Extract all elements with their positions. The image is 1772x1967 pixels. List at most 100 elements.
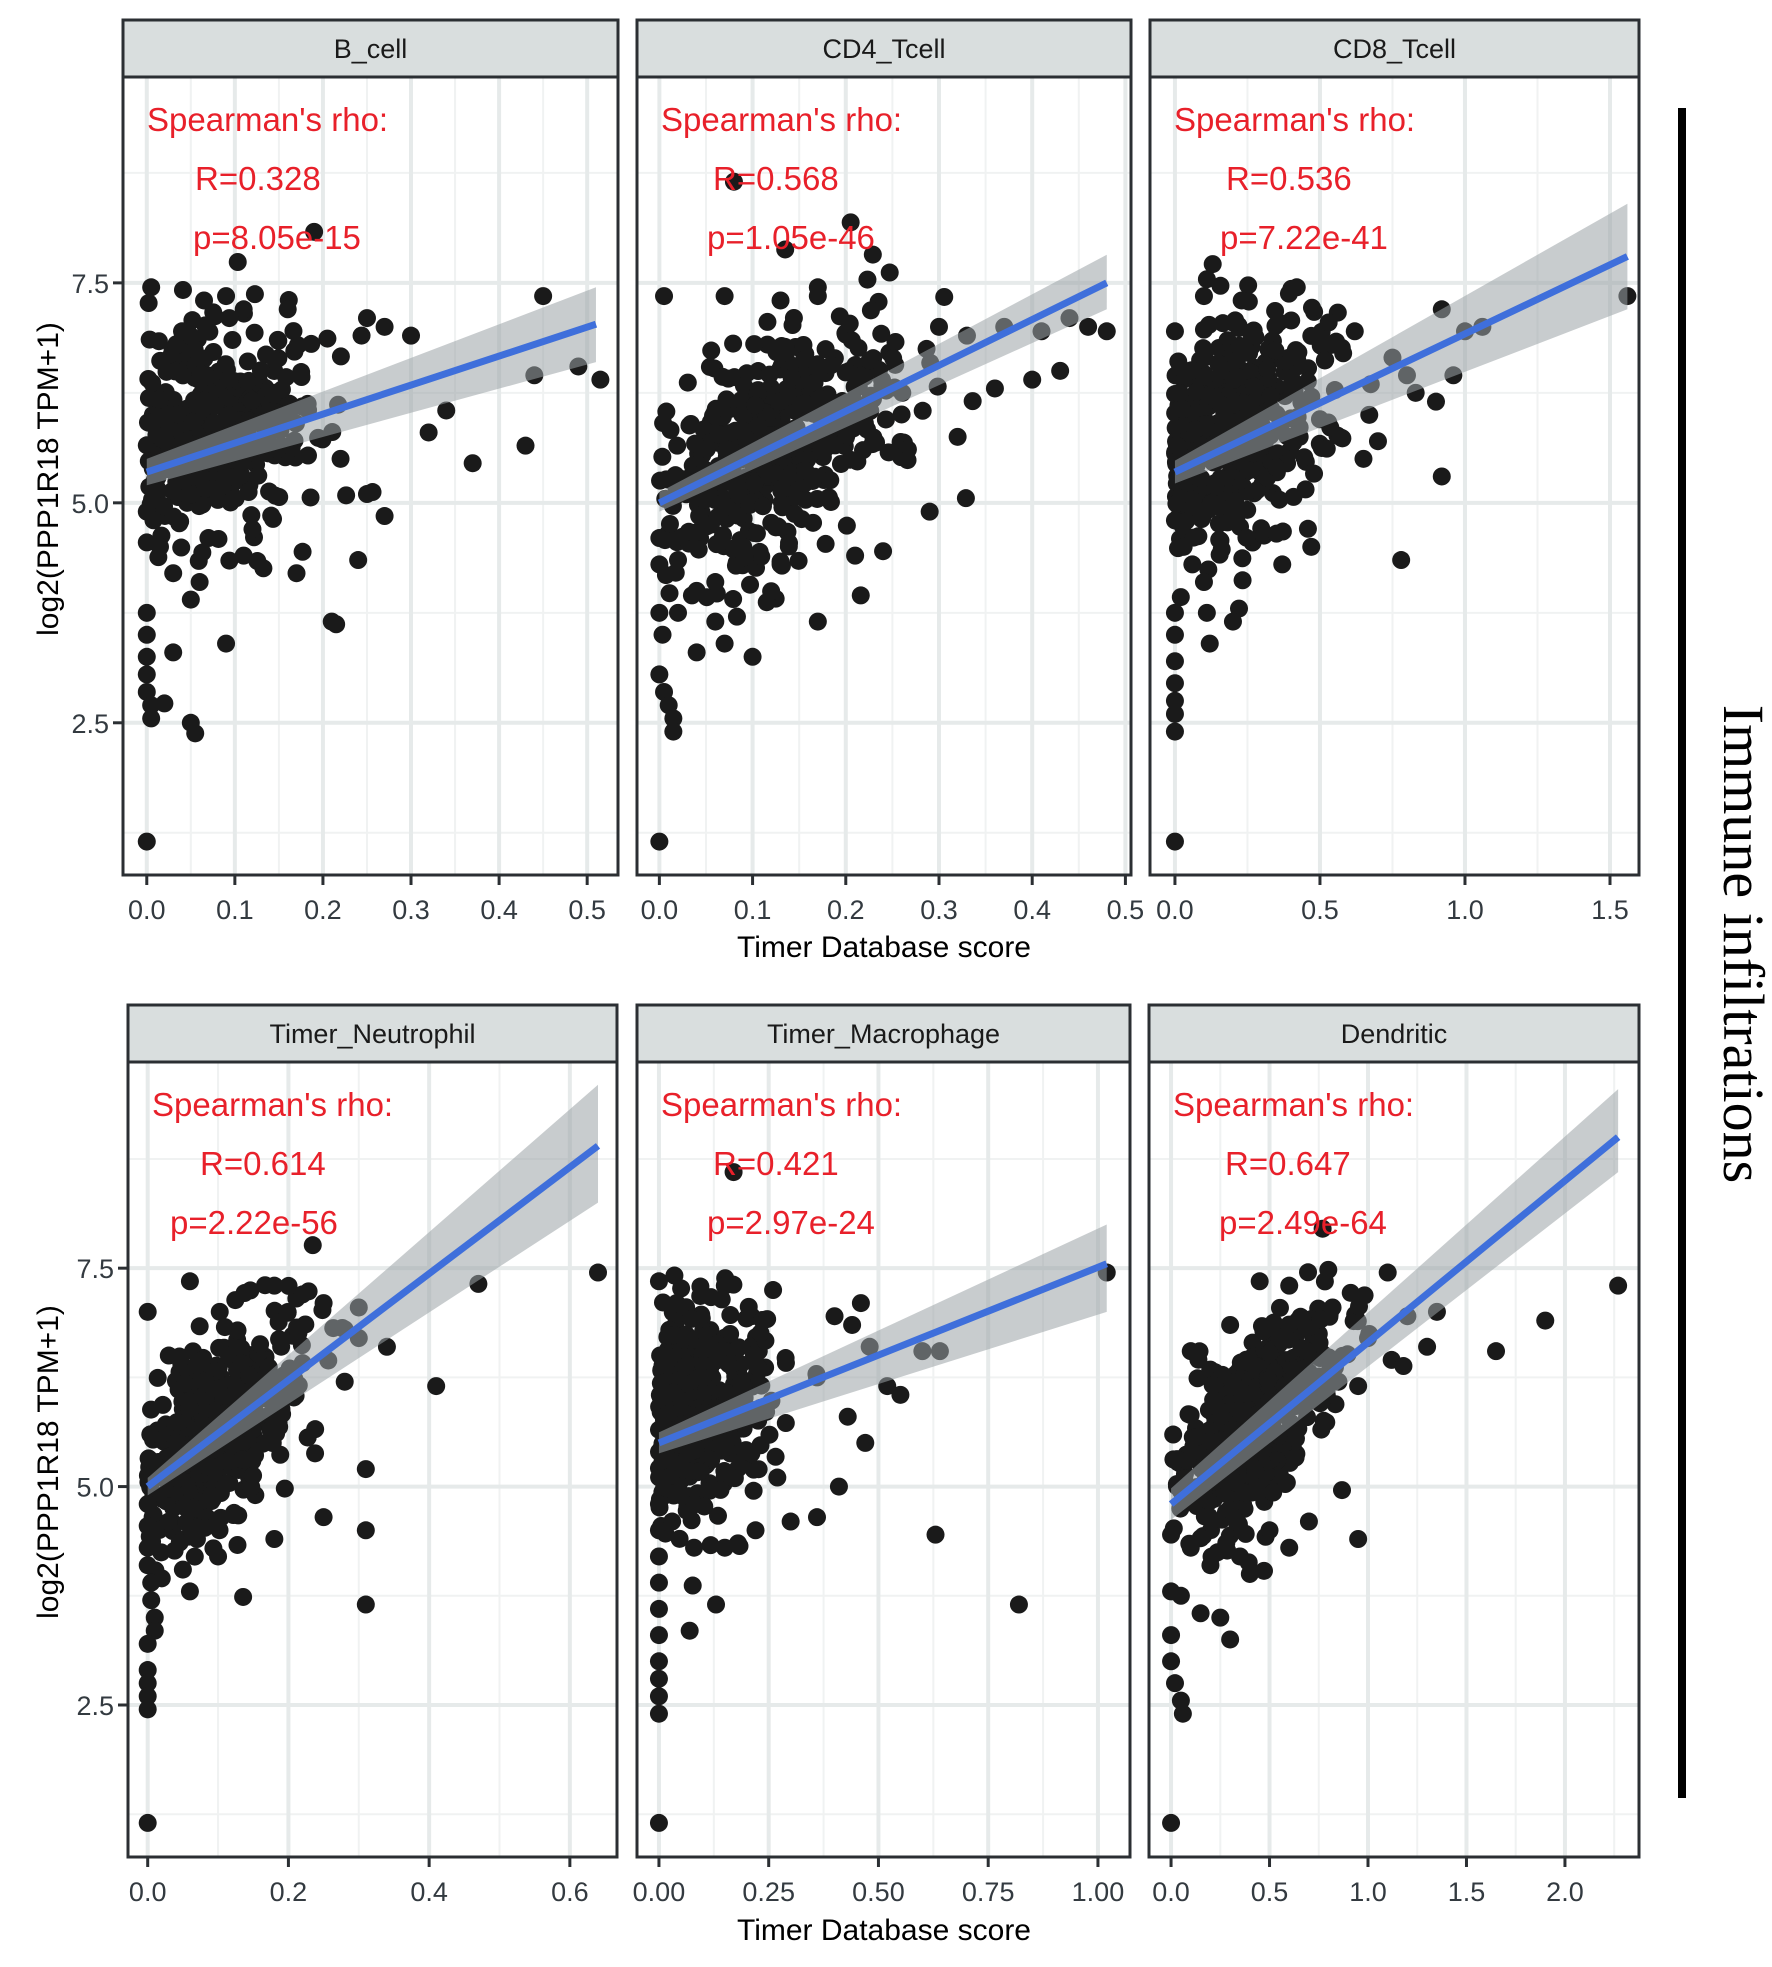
data-point — [234, 1587, 253, 1606]
data-point — [715, 1276, 734, 1295]
data-point — [155, 694, 174, 713]
data-point — [206, 396, 225, 415]
data-point — [716, 1438, 735, 1457]
x-tick-label: 0.4 — [410, 1877, 448, 1907]
data-point — [1227, 351, 1246, 370]
data-point — [810, 389, 829, 408]
data-point — [760, 1425, 779, 1444]
facet-strip-label: Dendritic — [1341, 1019, 1448, 1049]
data-point — [1487, 1342, 1506, 1361]
data-point — [1183, 490, 1202, 509]
data-point — [649, 1813, 668, 1832]
data-point — [808, 287, 827, 306]
facet-strip — [1148, 18, 1641, 79]
data-point — [170, 1533, 189, 1552]
data-point — [217, 1474, 236, 1493]
data-point — [228, 1321, 247, 1340]
data-point — [668, 436, 687, 455]
annotation-p-value: p=7.22e-41 — [1220, 219, 1388, 256]
data-point — [245, 323, 264, 342]
data-point — [706, 612, 725, 631]
data-point — [742, 1444, 761, 1463]
data-point — [298, 1428, 317, 1447]
data-point — [653, 447, 672, 466]
data-point — [204, 413, 223, 432]
x-tick-label: 0.0 — [1152, 1877, 1190, 1907]
data-point — [794, 350, 813, 369]
data-point — [591, 370, 610, 389]
data-point — [1228, 1513, 1247, 1532]
data-point — [898, 451, 917, 470]
x-tick-label: 0.4 — [480, 895, 518, 925]
data-point — [749, 1460, 768, 1479]
data-point — [732, 1373, 751, 1392]
data-point — [724, 1163, 743, 1182]
data-point — [306, 1444, 325, 1463]
data-point — [706, 399, 725, 418]
data-point — [1280, 1538, 1299, 1557]
data-point — [137, 647, 156, 666]
x-tick-label: 0.2 — [304, 895, 342, 925]
data-point — [772, 480, 791, 499]
data-point — [796, 394, 815, 413]
data-point — [858, 270, 877, 289]
data-point — [235, 1284, 254, 1303]
x-tick-label: 0.2 — [270, 1877, 308, 1907]
data-point — [876, 410, 895, 429]
data-point — [138, 1302, 157, 1321]
data-point — [1191, 1604, 1210, 1623]
data-point — [701, 1536, 720, 1555]
data-point — [816, 534, 835, 553]
data-point — [221, 370, 240, 389]
data-point — [180, 1582, 199, 1601]
x-tick-label: 0.25 — [742, 1877, 795, 1907]
annotation-heading: Spearman's rho: — [661, 101, 902, 138]
data-point — [1349, 1377, 1368, 1396]
y-tick-label: 7.5 — [76, 1254, 114, 1284]
data-point — [1174, 537, 1193, 556]
annotation-heading: Spearman's rho: — [152, 1086, 393, 1123]
data-point — [589, 1263, 608, 1282]
data-point — [768, 1468, 787, 1487]
annotation-heading: Spearman's rho: — [1173, 1086, 1414, 1123]
data-point — [1240, 1564, 1259, 1583]
data-point — [187, 1530, 206, 1548]
data-point — [159, 1512, 178, 1531]
facet-strip-label: B_cell — [334, 34, 408, 64]
data-point — [1181, 1538, 1200, 1557]
data-point — [139, 1449, 158, 1468]
data-point — [651, 1388, 670, 1407]
confidence-ribbon — [1174, 203, 1628, 484]
data-point — [314, 1294, 333, 1313]
data-point — [694, 1355, 713, 1374]
data-point — [314, 1508, 333, 1527]
x-tick-label: 0.0 — [128, 895, 166, 925]
data-point — [195, 291, 214, 310]
data-point — [202, 1457, 221, 1476]
data-point — [1201, 1556, 1220, 1575]
data-point — [649, 1626, 668, 1645]
data-point — [1186, 1428, 1205, 1447]
y-tick-label: 2.5 — [71, 709, 109, 739]
data-point — [872, 324, 891, 343]
data-point — [287, 564, 306, 583]
data-point — [664, 709, 683, 728]
data-point — [210, 1338, 229, 1357]
data-point — [173, 280, 192, 299]
data-point — [159, 1346, 178, 1365]
data-point — [697, 440, 716, 459]
data-point — [1233, 571, 1252, 590]
data-point — [210, 1302, 229, 1321]
data-point — [695, 1497, 714, 1516]
annotation-heading: Spearman's rho: — [147, 101, 388, 138]
data-point — [356, 1595, 375, 1614]
data-point — [240, 1366, 259, 1385]
data-point — [180, 1272, 199, 1291]
data-point — [270, 1330, 289, 1349]
data-point — [841, 213, 860, 232]
x-tick-label: 0.5 — [568, 895, 606, 925]
data-point — [1245, 377, 1264, 396]
facet-strip — [635, 18, 1133, 79]
data-point — [242, 391, 261, 410]
data-point — [1298, 519, 1317, 538]
